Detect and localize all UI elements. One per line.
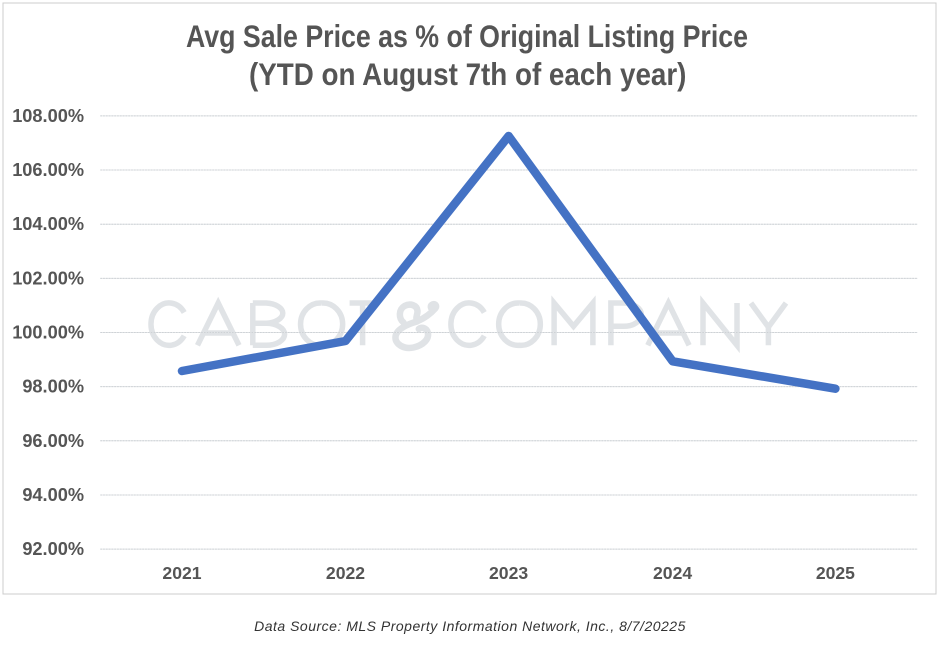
- svg-text:102.00%: 102.00%: [12, 268, 84, 288]
- svg-text:96.00%: 96.00%: [22, 431, 84, 451]
- svg-text:2021: 2021: [162, 563, 201, 583]
- svg-text:92.00%: 92.00%: [22, 539, 84, 559]
- svg-text:(YTD on August 7th of each yea: (YTD on August 7th of each year): [249, 56, 687, 92]
- svg-text:98.00%: 98.00%: [22, 377, 84, 397]
- svg-text:2024: 2024: [653, 563, 692, 583]
- svg-text:108.00%: 108.00%: [12, 106, 84, 126]
- svg-text:104.00%: 104.00%: [12, 214, 84, 234]
- svg-text:100.00%: 100.00%: [12, 323, 84, 343]
- svg-text:Avg Sale Price as % of Origina: Avg Sale Price as % of Original Listing …: [186, 18, 748, 54]
- svg-text:94.00%: 94.00%: [22, 485, 84, 505]
- svg-text:2022: 2022: [326, 563, 365, 583]
- svg-text:Data Source: MLS Property Info: Data Source: MLS Property Information Ne…: [254, 618, 686, 634]
- svg-text:2025: 2025: [816, 563, 855, 583]
- svg-text:2023: 2023: [489, 563, 528, 583]
- svg-text:106.00%: 106.00%: [12, 160, 84, 180]
